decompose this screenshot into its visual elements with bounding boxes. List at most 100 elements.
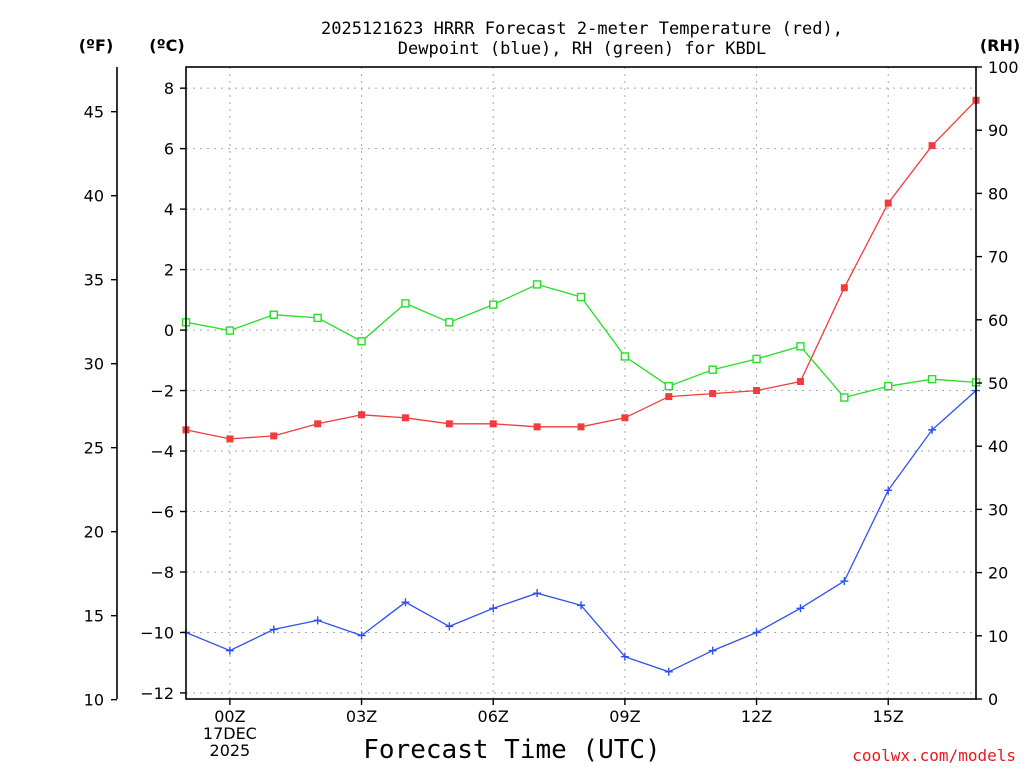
data-point (226, 435, 234, 443)
data-point (577, 423, 585, 431)
data-point (489, 604, 498, 613)
data-point (752, 354, 761, 364)
data-point (314, 420, 322, 428)
data-point (708, 646, 717, 655)
celsius-tick-label: 2 (164, 261, 174, 280)
x-tick-label: 03Z (346, 707, 377, 726)
data-point (840, 393, 849, 402)
data-point (884, 381, 893, 391)
data-point (401, 598, 410, 607)
fahrenheit-tick-label: 25 (84, 439, 104, 458)
data-point (752, 628, 761, 637)
data-point (577, 601, 585, 610)
rh-unit-label: (RH) (980, 36, 1020, 55)
data-point (796, 604, 805, 613)
rh-tick-label: 100 (988, 58, 1019, 77)
data-point (269, 625, 278, 634)
data-point (445, 420, 453, 428)
celsius-tick-label: 6 (164, 140, 174, 159)
series-layer (181, 96, 981, 676)
data-point (357, 631, 366, 640)
data-point (664, 381, 673, 391)
fahrenheit-tick-label: 40 (84, 187, 104, 206)
data-point (665, 393, 673, 401)
data-point (840, 577, 849, 586)
celsius-tick-label: −6 (150, 503, 174, 522)
data-point (576, 292, 586, 302)
data-point (313, 616, 322, 625)
data-point (753, 387, 761, 395)
fahrenheit-tick-label: 20 (84, 523, 104, 542)
x-tick-label: 09Z (609, 707, 640, 726)
fahrenheit-tick-label: 15 (84, 607, 104, 626)
data-point (796, 342, 805, 351)
rh-tick-label: 60 (988, 311, 1008, 330)
celsius-tick-label: −8 (150, 563, 174, 582)
data-point (270, 432, 278, 440)
data-point (358, 411, 366, 419)
x-tick-label: 15Z (873, 707, 904, 726)
celsius-tick-label: 8 (164, 79, 174, 98)
axes-layer: 86420−2−4−6−8−10−12454035302520151010090… (84, 58, 1019, 760)
data-point (928, 142, 936, 150)
data-point (489, 300, 498, 309)
data-point (401, 299, 410, 308)
gridlines (186, 67, 976, 699)
data-point (664, 667, 673, 676)
data-point (269, 310, 278, 319)
rh-tick-label: 0 (988, 690, 998, 709)
rh-tick-label: 50 (988, 374, 1008, 393)
data-point (796, 377, 804, 385)
data-point (225, 326, 235, 335)
celsius-unit-label: (ºC) (149, 36, 184, 55)
data-point (533, 423, 541, 431)
fahrenheit-unit-label: (ºF) (79, 36, 114, 55)
celsius-tick-label: 4 (164, 200, 174, 219)
data-point (533, 589, 542, 598)
x-tick-label: 12Z (741, 707, 772, 726)
celsius-tick-label: 0 (164, 321, 174, 340)
series-line (185, 390, 977, 673)
data-point (445, 318, 454, 327)
data-point (840, 284, 848, 292)
rh-tick-label: 10 (988, 627, 1008, 646)
data-point (225, 646, 234, 655)
data-point (489, 420, 497, 428)
rh-tick-label: 20 (988, 564, 1008, 583)
rh-tick-label: 30 (988, 500, 1008, 519)
data-point (401, 414, 409, 422)
celsius-tick-label: −2 (150, 382, 174, 401)
x-tick-label: 06Z (478, 707, 509, 726)
data-point (620, 652, 629, 661)
data-point (927, 375, 937, 384)
data-point (928, 425, 937, 434)
rh-tick-label: 40 (988, 437, 1008, 456)
chart-title: 2025121623 HRRR Forecast 2-meter Tempera… (321, 19, 843, 39)
data-point (884, 486, 893, 495)
series-line (185, 99, 977, 440)
fahrenheit-tick-label: 30 (84, 355, 104, 374)
data-point (532, 280, 542, 289)
data-point (445, 622, 454, 631)
x-tick-label: 2025 (210, 741, 251, 760)
x-axis-label: Forecast Time (UTC) (363, 735, 660, 765)
fahrenheit-tick-label: 35 (84, 271, 104, 290)
data-point (708, 365, 717, 374)
fahrenheit-tick-label: 45 (84, 103, 104, 122)
chart-subtitle: Dewpoint (blue), RH (green) for KBDL (398, 39, 766, 59)
x-tick-label: 17DEC (203, 724, 257, 743)
rh-tick-label: 90 (988, 121, 1008, 140)
data-point (620, 352, 630, 361)
fahrenheit-tick-label: 10 (84, 691, 104, 710)
data-point (313, 313, 322, 323)
credit-text: coolwx.com/models (852, 746, 1016, 765)
series-line (185, 283, 977, 399)
x-tick-label: 00Z (214, 707, 245, 726)
data-point (621, 414, 629, 422)
celsius-tick-label: −12 (140, 684, 174, 703)
data-point (884, 199, 892, 207)
data-point (709, 390, 717, 398)
rh-tick-label: 80 (988, 184, 1008, 203)
celsius-tick-label: −10 (140, 623, 174, 642)
